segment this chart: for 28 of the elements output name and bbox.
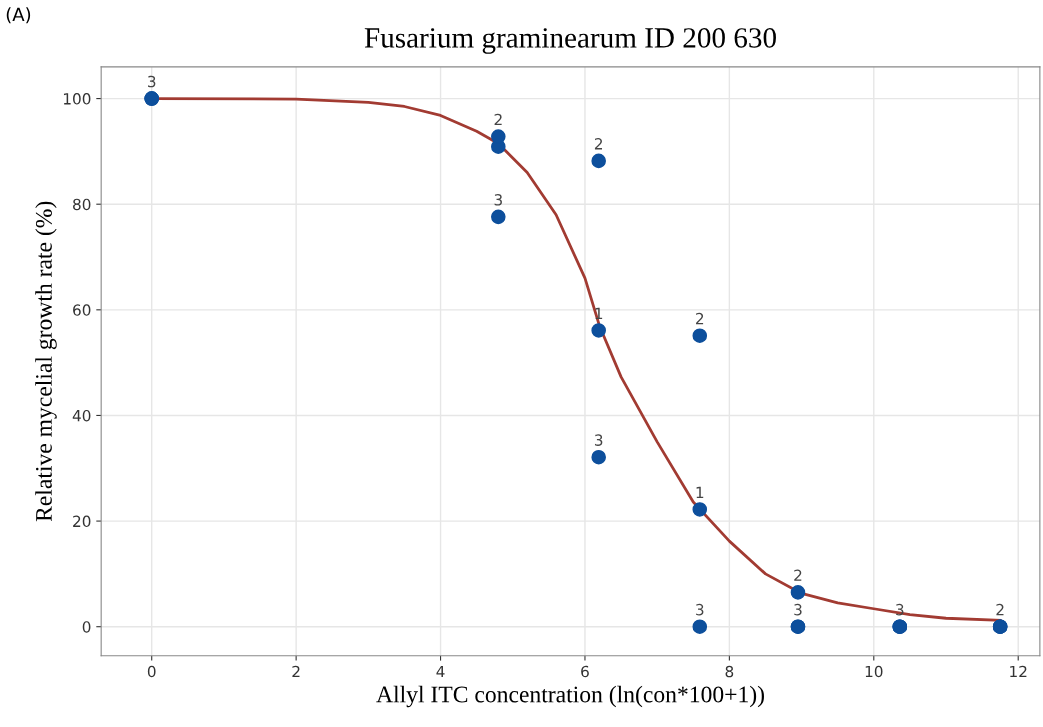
y-tick-label: 100 [63, 93, 91, 105]
y-tick-label: 20 [73, 515, 91, 528]
annotation: 3 [794, 603, 802, 616]
x-tick-label: 10 [865, 665, 883, 678]
x-tick-label: 6 [581, 665, 589, 678]
annotation: 2 [996, 603, 1004, 616]
y-tick-label: 60 [73, 304, 91, 316]
annotation: 2 [794, 569, 802, 581]
annotation: 3 [494, 194, 502, 206]
y-tick-label: 0 [82, 621, 91, 633]
annotation: 1 [696, 486, 704, 498]
y-tick-label: 40 [72, 409, 91, 422]
y-axis-title: Relative mycelial growth rate (%) [35, 201, 57, 522]
x-tick-label: 8 [725, 665, 734, 678]
x-tick-label: 0 [147, 665, 156, 678]
x-tick-label: 12 [1010, 665, 1027, 678]
text: (A) [6, 7, 31, 24]
x-axis-title: Allyl ITC concentration (ln(con*100+1)) [376, 685, 764, 708]
x-tick-label: 2 [292, 665, 300, 678]
annotation: 2 [594, 138, 603, 150]
annotation: 3 [696, 603, 704, 616]
y-tick-label: 80 [73, 198, 91, 211]
chart-title: Fusarium graminearum ID 200 630 [364, 28, 776, 54]
annotation: 2 [494, 113, 502, 126]
annotation: 3 [594, 434, 603, 446]
annotation: 2 [696, 312, 704, 325]
annotation: 3 [148, 75, 156, 88]
x-tick-label: 4 [436, 665, 445, 678]
